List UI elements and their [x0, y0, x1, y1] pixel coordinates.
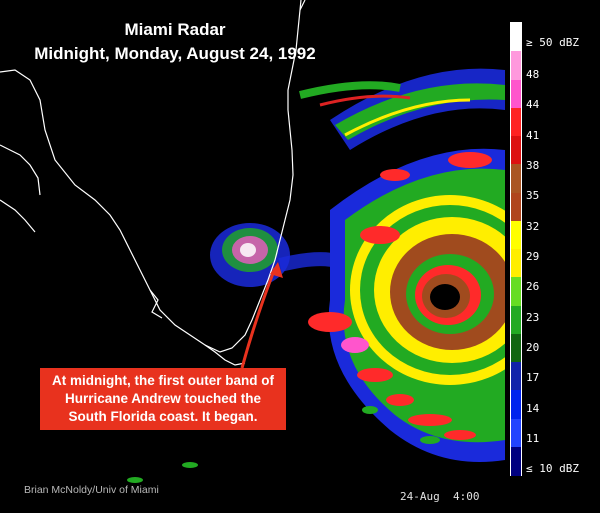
scale-tick-label: 41 [526, 128, 540, 142]
image-credit: Brian McNoldy/Univ of Miami [24, 484, 159, 496]
color-bar-segment [511, 446, 521, 476]
callout-box: At midnight, the first outer band of Hur… [40, 368, 286, 430]
color-bar-segment [511, 79, 521, 109]
dbz-color-scale: ≥ 50 dBZ 48 44 41 38 35 32 29 26 23 20 17 14 11 ≤ 10… [508, 20, 600, 480]
scale-top-label: ≥ 50 dBZ [526, 36, 579, 49]
storm-cells [127, 152, 492, 483]
color-bar-segment [511, 136, 521, 165]
scale-bottom-label: ≤ 10 dBZ [526, 462, 579, 475]
scale-tick-label: 11 [526, 432, 540, 445]
color-bar-segment [511, 277, 521, 306]
callout-arrow [240, 262, 283, 369]
scale-tick-label: 38 [526, 159, 540, 172]
scale-tick-label: 32 [526, 219, 540, 233]
color-bar-segment [511, 23, 521, 52]
map-subtitle: Midnight, Monday, August 24, 1992 [34, 44, 316, 63]
color-bar-segment [511, 418, 521, 448]
color-bar-segment [511, 192, 521, 222]
color-bar-segment [511, 249, 521, 278]
scale-tick-label: 44 [526, 98, 540, 112]
radar-timestamp: 24-Aug 4:00 [400, 490, 480, 503]
color-bar-segment [511, 333, 521, 363]
color-bar [510, 22, 522, 476]
hurricane-eye [430, 284, 460, 310]
scale-tick-label: 23 [526, 310, 540, 324]
color-bar-segment [511, 305, 521, 335]
scale-tick-label: 48 [526, 68, 540, 81]
scale-tick-label: 17 [526, 371, 540, 385]
scale-tick-label: 26 [526, 280, 540, 294]
map-title: Miami Radar [124, 20, 226, 39]
scale-tick-label: 35 [526, 189, 540, 203]
color-bar-segment [511, 220, 521, 250]
outer-band-miami [210, 223, 343, 287]
color-bar-segment [511, 51, 521, 80]
color-bar-segment [511, 164, 521, 193]
scale-tick-label: 20 [526, 341, 540, 354]
color-bar-segment [511, 107, 521, 137]
color-bar-segment [511, 362, 521, 391]
radar-map [0, 0, 505, 483]
callout-text: At midnight, the first outer band of Hur… [52, 373, 274, 424]
scale-tick-label: 14 [526, 401, 540, 415]
color-bar-segment [511, 390, 521, 419]
coastline [0, 0, 306, 366]
scale-tick-label: 29 [526, 250, 540, 263]
